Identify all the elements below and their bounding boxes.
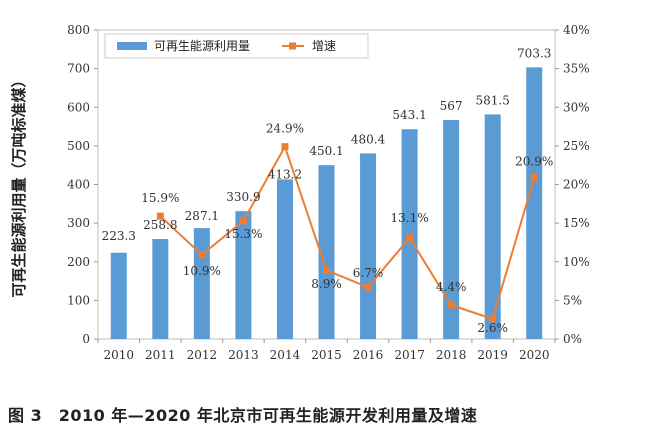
line-value-label: 20.9% (515, 155, 553, 169)
line-value-label: 4.4% (436, 280, 467, 294)
y2-tick-label: 30% (563, 100, 590, 114)
x-tick-label: 2019 (477, 348, 508, 362)
line-value-label: 24.9% (266, 122, 304, 136)
legend-box (104, 33, 369, 59)
bar (484, 114, 501, 339)
combo-chart: 223.3 258.8 287.1 330.9 413.2 450.1 480.4 543.1… (10, 23, 590, 362)
bar (276, 179, 293, 339)
line-point (530, 174, 538, 182)
line-point (198, 251, 206, 259)
bar-series (110, 67, 543, 339)
bar-value-label: 581.5 (476, 93, 510, 107)
y-tick-label: 500 (67, 139, 90, 153)
line-value-label: 6.7% (353, 266, 384, 280)
line-value-label: 8.9% (311, 277, 342, 291)
y2-tick-label: 15% (563, 216, 590, 230)
bar-value-label: 223.3 (102, 229, 136, 243)
growth-line-series (156, 143, 538, 323)
x-tick-label: 2011 (145, 348, 176, 362)
bar (360, 153, 377, 339)
legend-bar-swatch (117, 42, 147, 50)
bar-value-label: 258.8 (143, 218, 177, 232)
x-tick-label: 2017 (394, 348, 425, 362)
y2-tick-label: 20% (563, 178, 590, 192)
line-value-label: 15.9% (141, 191, 179, 205)
line-point (323, 266, 330, 274)
line-point (447, 301, 455, 309)
legend: 可再生能源利用量 增速 (104, 33, 369, 59)
bar (193, 228, 210, 339)
line-value-label: 10.9% (183, 264, 221, 278)
bar-value-label: 287.1 (185, 209, 219, 223)
y-tick-label: 100 (67, 293, 90, 307)
x-tick-label: 2015 (311, 348, 342, 362)
y2-tick-label: 40% (563, 23, 590, 37)
bar (318, 165, 335, 339)
y2-tick-label: 10% (563, 255, 590, 269)
line-point (156, 212, 164, 220)
x-tick-label: 2010 (103, 348, 134, 362)
bar (401, 129, 418, 339)
x-tick-label: 2013 (228, 348, 259, 362)
y-tick-label: 200 (67, 255, 90, 269)
bar-value-label: 543.1 (392, 108, 426, 122)
bar-value-label: 567 (440, 99, 463, 113)
y-tick-label: 700 (67, 62, 90, 76)
x-tick-label: 2018 (436, 348, 467, 362)
bar (152, 239, 169, 339)
legend-line-marker (289, 42, 296, 50)
growth-line (159, 144, 536, 321)
bar-value-label: 413.2 (268, 167, 302, 181)
line-value-label: 15.3% (224, 227, 262, 241)
line-value-label: 2.6% (477, 321, 508, 335)
y-tick-label: 600 (67, 100, 90, 114)
axes: 0 100 200 300 400 500 600 700 800 0% 5% 10% 15% 20% 25… (67, 23, 590, 362)
bar (235, 211, 252, 339)
y-tick-label: 400 (67, 178, 90, 192)
bar-value-label: 450.1 (309, 144, 343, 158)
x-tick-label: 2016 (353, 348, 384, 362)
y2-tick-label: 35% (563, 62, 590, 76)
x-tick-label: 2014 (270, 348, 301, 362)
y2-tick-label: 5% (563, 293, 582, 307)
y-tick-label: 300 (67, 216, 90, 230)
y2-tick-label: 25% (563, 139, 590, 153)
legend-bar-label: 可再生能源利用量 (154, 39, 250, 53)
data-labels: 223.3 258.8 287.1 330.9 413.2 450.1 480.4 543.1… (102, 46, 554, 335)
line-point (364, 283, 372, 291)
figure-caption: 图 3 2010 年—2020 年北京市可再生能源开发利用量及增速 (8, 406, 478, 425)
line-point (406, 234, 414, 242)
bar (526, 67, 543, 339)
y-tick-label: 800 (67, 23, 90, 37)
bar-value-label: 330.9 (226, 190, 260, 204)
bar-value-label: 480.4 (351, 132, 386, 146)
y-tick-label: 0 (82, 332, 90, 346)
line-point (281, 143, 289, 151)
x-tick-label: 2020 (519, 348, 550, 362)
line-point (239, 217, 247, 225)
y2-tick-label: 0% (563, 332, 582, 346)
bar (443, 119, 460, 339)
line-point (489, 315, 497, 323)
x-tick-label: 2012 (187, 348, 218, 362)
y-axis-title: 可再生能源利用量（万吨标准煤） (10, 72, 28, 297)
bar (110, 252, 127, 339)
bar-value-label: 703.3 (517, 46, 551, 60)
line-value-label: 13.1% (391, 211, 429, 225)
legend-line-label: 增速 (312, 39, 336, 53)
